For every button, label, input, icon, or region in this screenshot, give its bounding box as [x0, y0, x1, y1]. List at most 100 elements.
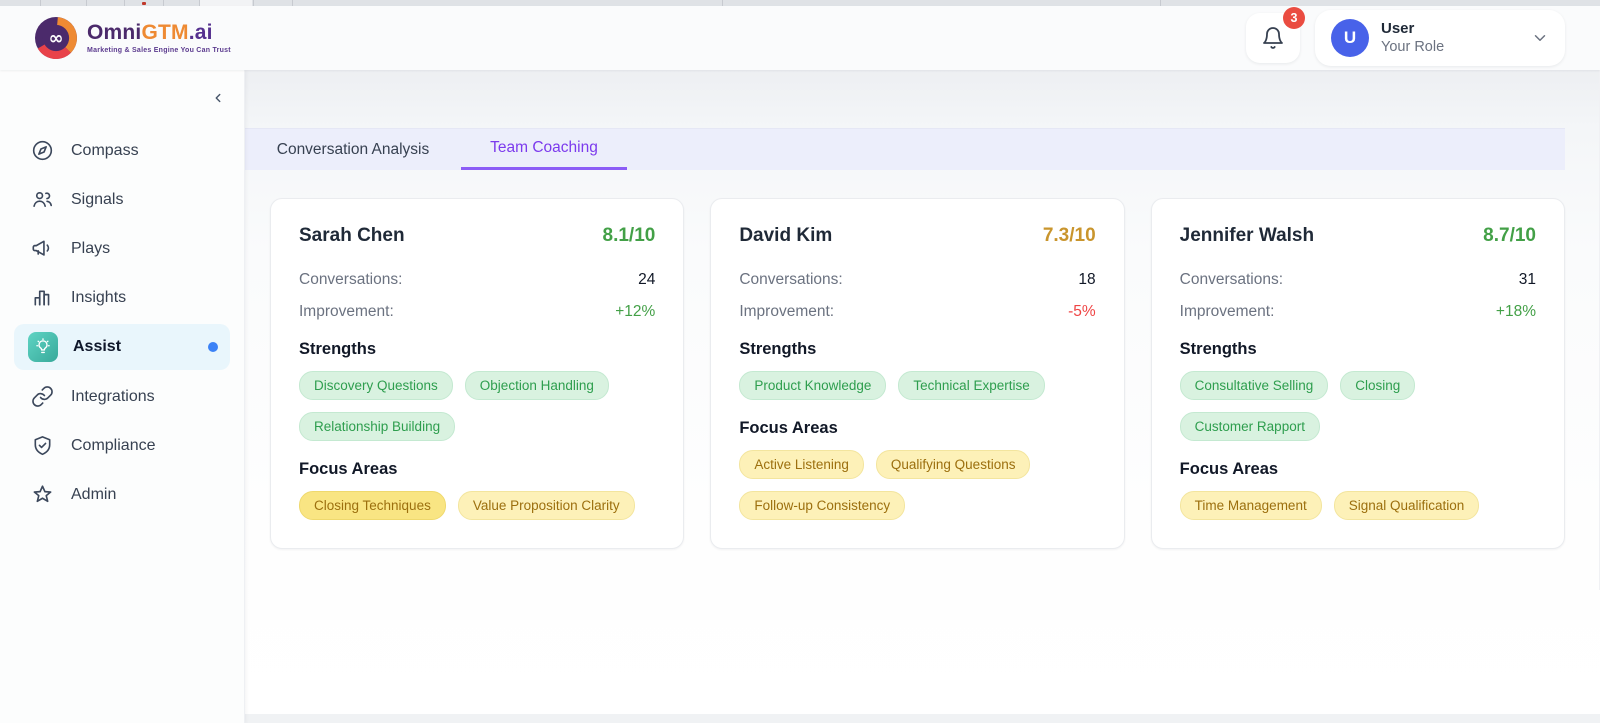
sidebar-collapse-button[interactable]	[204, 84, 232, 112]
brand-logotype: OmniGTM.ai Marketing & Sales Engine You …	[87, 22, 231, 54]
active-browser-tab-edge	[200, 0, 252, 6]
shield-check-icon	[30, 434, 54, 458]
app-header: ∞ OmniGTM.ai Marketing & Sales Engine Yo…	[0, 6, 1600, 70]
focus-areas-heading: Focus Areas	[1179, 460, 1279, 478]
user-avatar: U	[1331, 19, 1369, 57]
strength-pill: Objection Handling	[464, 371, 609, 400]
active-indicator-dot	[208, 342, 218, 352]
strength-pill: Relationship Building	[299, 412, 456, 441]
conversations-value: 18	[1078, 271, 1096, 288]
header-actions: 3 U User Your Role	[1246, 6, 1565, 70]
sidebar-item-assist[interactable]: Assist	[14, 324, 230, 370]
tab-bar: Conversation Analysis Team Coaching	[245, 128, 1565, 170]
conversations-row: Conversations: 31	[1180, 271, 1536, 289]
chevron-down-icon	[1531, 29, 1549, 47]
brand-ai: .ai	[188, 21, 213, 44]
coaching-score: 8.7/10	[1483, 225, 1536, 246]
sidebar-nav: Compass Signals Plays	[0, 70, 244, 519]
sidebar-item-label: Compass	[71, 141, 139, 159]
brand-gtm: GTM	[141, 21, 189, 44]
sidebar-item-label: Integrations	[71, 387, 155, 405]
sidebar-item-compass[interactable]: Compass	[0, 126, 244, 175]
strengths-pills: Discovery Questions Objection Handling R…	[299, 371, 655, 441]
strength-pill: Closing	[1340, 371, 1416, 400]
chevron-left-icon	[215, 93, 221, 103]
tab-team-coaching[interactable]: Team Coaching	[461, 129, 627, 170]
notifications-button[interactable]: 3	[1246, 7, 1305, 63]
coaching-score: 7.3/10	[1042, 225, 1096, 246]
sidebar-item-label: Plays	[71, 239, 111, 257]
improvement-row: Improvement: +12%	[299, 303, 655, 321]
strengths-heading: Strengths	[739, 340, 817, 358]
coaching-score: 8.1/10	[602, 225, 656, 246]
sidebar-item-plays[interactable]: Plays	[0, 224, 244, 273]
conversations-label: Conversations:	[739, 271, 843, 288]
sidebar-item-signals[interactable]: Signals	[0, 175, 244, 224]
member-name: Jennifer Walsh	[1179, 225, 1315, 246]
coaching-card-jennifer-walsh: Jennifer Walsh 8.7/10 Conversations: 31 …	[1150, 198, 1565, 549]
strength-pill: Consultative Selling	[1179, 371, 1329, 400]
strengths-pills: Consultative Selling Closing Customer Ra…	[1179, 371, 1536, 441]
brand-tagline: Marketing & Sales Engine You Can Trust	[87, 47, 231, 54]
sidebar-item-compliance[interactable]: Compliance	[0, 421, 244, 470]
sidebar-item-label: Compliance	[71, 436, 156, 454]
user-name: User	[1381, 19, 1415, 37]
sidebar: Compass Signals Plays	[0, 70, 245, 723]
omnigtm-logo-icon: ∞	[35, 17, 77, 59]
coaching-card-sarah-chen: Sarah Chen 8.1/10 Conversations: 24 Impr…	[270, 198, 685, 549]
sidebar-item-label: Assist	[73, 338, 122, 355]
focus-area-pills: Active Listening Qualifying Questions Fo…	[739, 450, 1095, 520]
compass-icon	[30, 139, 54, 163]
strengths-heading: Strengths	[1179, 340, 1257, 358]
browser-tab-strip	[0, 0, 1600, 6]
focus-area-pill: Qualifying Questions	[875, 450, 1031, 479]
user-menu[interactable]: U User Your Role	[1315, 10, 1565, 66]
sidebar-item-label: Signals	[71, 190, 124, 208]
conversations-label: Conversations:	[299, 271, 403, 288]
conversations-row: Conversations: 24	[299, 271, 655, 289]
lightbulb-icon	[28, 332, 58, 362]
focus-area-pills: Closing Techniques Value Proposition Cla…	[299, 491, 655, 520]
bar-chart-icon	[30, 286, 54, 310]
improvement-value: +18%	[1495, 303, 1536, 320]
focus-areas-heading: Focus Areas	[299, 460, 398, 478]
user-role: Your Role	[1381, 39, 1445, 56]
sidebar-item-label: Admin	[71, 485, 117, 503]
conversations-value: 24	[638, 271, 656, 288]
conversations-row: Conversations: 18	[739, 271, 1095, 289]
user-meta: User Your Role	[1381, 20, 1444, 57]
megaphone-icon	[30, 237, 54, 261]
sidebar-item-admin[interactable]: Admin	[0, 470, 244, 519]
improvement-value: +12%	[615, 303, 656, 320]
infinity-glyph: ∞	[49, 28, 64, 49]
main-content: Conversation Analysis Team Coaching Sara…	[245, 70, 1600, 723]
tab-conversation-analysis[interactable]: Conversation Analysis	[276, 140, 430, 158]
focus-area-pill: Signal Qualification	[1333, 491, 1480, 520]
improvement-row: Improvement: -5%	[739, 303, 1095, 321]
coaching-card-david-kim: David Kim 7.3/10 Conversations: 18 Impro…	[710, 198, 1125, 549]
focus-area-pill: Time Management	[1179, 491, 1322, 520]
sidebar-item-insights[interactable]: Insights	[0, 273, 244, 322]
strength-pill: Product Knowledge	[739, 371, 887, 400]
favicon-speck	[142, 2, 146, 5]
conversations-label: Conversations:	[1179, 271, 1284, 288]
brand-logo[interactable]: ∞ OmniGTM.ai Marketing & Sales Engine Yo…	[35, 17, 231, 59]
member-name: Sarah Chen	[299, 225, 405, 246]
improvement-label: Improvement:	[299, 303, 394, 320]
strengths-pills: Product Knowledge Technical Expertise	[739, 371, 1095, 400]
focus-area-pills: Time Management Signal Qualification	[1179, 491, 1536, 520]
page-bottom-edge	[0, 714, 1600, 723]
improvement-label: Improvement:	[739, 303, 835, 320]
bell-icon	[1263, 27, 1283, 49]
focus-area-pill: Value Proposition Clarity	[457, 491, 635, 520]
improvement-row: Improvement: +18%	[1180, 303, 1536, 321]
coaching-cards-grid: Sarah Chen 8.1/10 Conversations: 24 Impr…	[270, 198, 1565, 549]
conversations-value: 31	[1518, 271, 1536, 288]
star-icon	[30, 483, 54, 507]
focus-area-pill: Active Listening	[739, 450, 864, 479]
sidebar-item-integrations[interactable]: Integrations	[0, 372, 244, 421]
strength-pill: Technical Expertise	[898, 371, 1045, 400]
notification-count-badge: 3	[1283, 7, 1305, 29]
focus-area-pill: Closing Techniques	[299, 491, 446, 520]
